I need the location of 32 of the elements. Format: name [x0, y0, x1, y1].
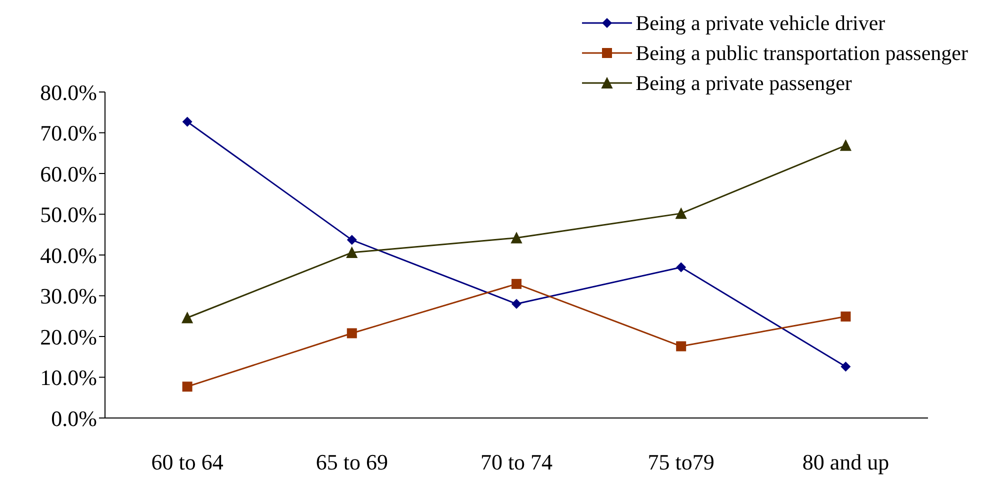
point — [840, 362, 851, 372]
x-tick-label: 65 to 69 — [316, 450, 388, 475]
point — [512, 278, 522, 289]
point — [346, 234, 357, 245]
x-tick-label: 70 to 74 — [480, 450, 553, 475]
point — [512, 298, 522, 309]
point — [346, 328, 357, 338]
y-tick-label: 20.0% — [40, 324, 97, 350]
point — [182, 382, 192, 392]
y-tick-label: 50.0% — [40, 202, 97, 228]
x-tick-label: 75 to79 — [648, 450, 714, 475]
point — [346, 247, 358, 258]
y-tick-label: 70.0% — [40, 120, 97, 146]
x-tick-label: 60 to 64 — [151, 450, 224, 475]
y-tick-label: 30.0% — [40, 284, 97, 309]
point — [676, 262, 686, 272]
point — [182, 312, 193, 324]
legend-label: Being a private passenger — [636, 70, 852, 97]
y-tick-label: 10.0% — [40, 365, 97, 390]
legend-label: Being a public transportation passenger — [636, 40, 968, 67]
point — [676, 341, 686, 352]
point — [182, 116, 192, 127]
point — [840, 140, 852, 151]
x-tick-label: 80 and up — [802, 450, 890, 475]
y-tick-label: 0.0% — [51, 406, 97, 431]
point — [840, 312, 851, 322]
y-tick-label: 80.0% — [40, 80, 97, 105]
y-tick-label: 60.0% — [40, 161, 97, 186]
legend-label: Being a private vehicle driver — [636, 10, 886, 37]
y-tick-label: 40.0% — [40, 242, 97, 268]
point — [676, 208, 687, 219]
point — [511, 232, 522, 244]
